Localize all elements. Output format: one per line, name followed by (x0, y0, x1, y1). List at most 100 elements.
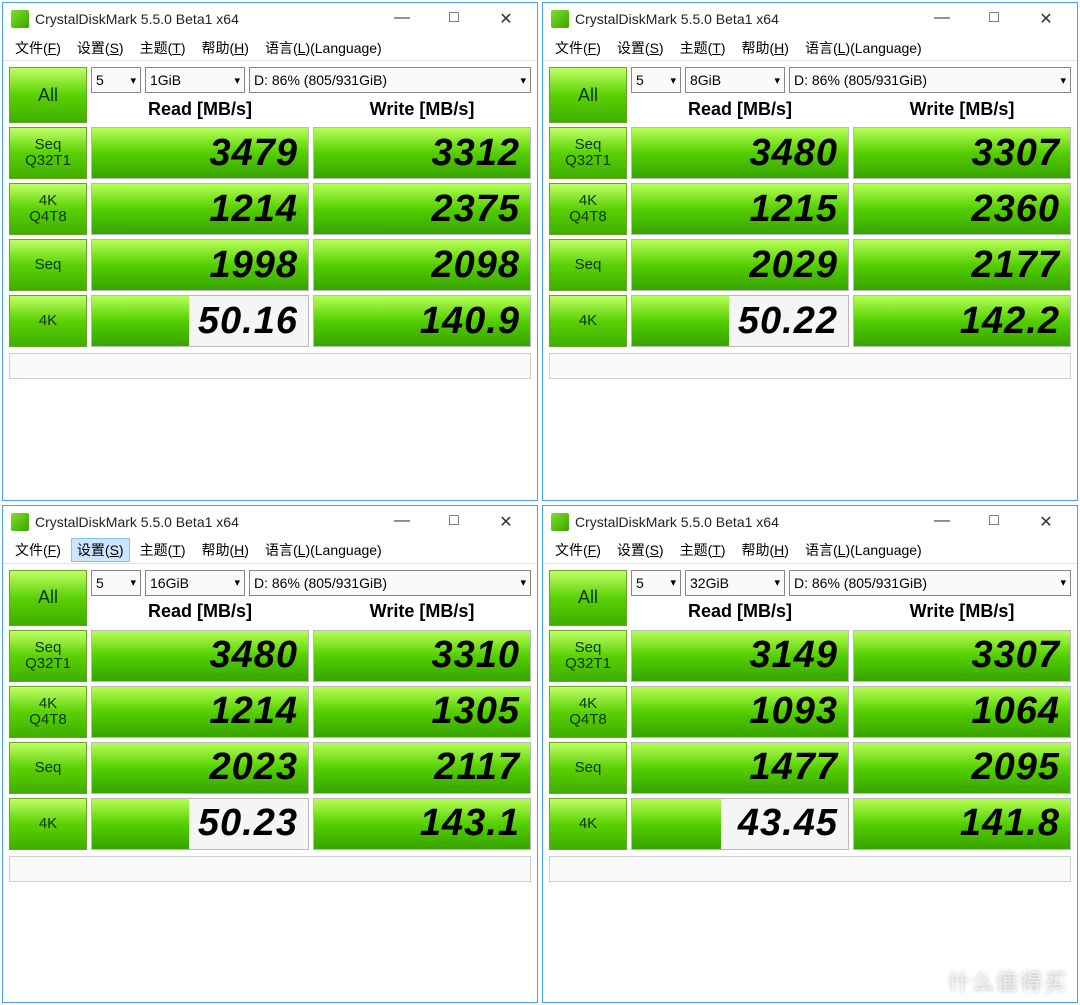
test-row: 4KQ4T812142375 (9, 183, 531, 235)
write-cell-seq_q32t1-value: 3310 (314, 631, 530, 681)
drive-select[interactable]: D: 86% (805/931GiB)▾ (789, 67, 1071, 93)
test-button-k4_q4t8[interactable]: 4KQ4T8 (549, 183, 627, 235)
all-button[interactable]: All (9, 570, 87, 626)
app-icon (551, 10, 569, 28)
drive-select[interactable]: D: 86% (805/931GiB)▾ (789, 570, 1071, 596)
test-row: Seq20292177 (549, 239, 1071, 291)
menu-file[interactable]: 文件(F) (549, 538, 607, 562)
test-row: 4KQ4T812152360 (549, 183, 1071, 235)
runs-select[interactable]: 5▾ (631, 67, 681, 93)
close-button[interactable]: ✕ (489, 512, 523, 532)
write-cell-k4_q4t8: 1305 (313, 686, 531, 738)
read-cell-seq: 1477 (631, 742, 849, 794)
read-cell-k4_q4t8-value: 1093 (632, 687, 848, 737)
write-cell-seq: 2177 (853, 239, 1071, 291)
minimize-button[interactable]: — (385, 9, 419, 29)
menu-theme[interactable]: 主题(T) (674, 538, 732, 562)
menu-file[interactable]: 文件(F) (9, 36, 67, 60)
menu-file[interactable]: 文件(F) (9, 538, 67, 562)
menu-theme[interactable]: 主题(T) (674, 36, 732, 60)
test-button-seq_q32t1[interactable]: SeqQ32T1 (549, 127, 627, 179)
menu-help[interactable]: 帮助(H) (196, 538, 255, 562)
test-button-seq[interactable]: Seq (9, 742, 87, 794)
close-button[interactable]: ✕ (1029, 9, 1063, 29)
test-button-k4_q4t8[interactable]: 4KQ4T8 (9, 183, 87, 235)
menu-file[interactable]: 文件(F) (549, 36, 607, 60)
test-button-k4_q4t8[interactable]: 4KQ4T8 (549, 686, 627, 738)
runs-select[interactable]: 5▾ (91, 570, 141, 596)
menu-settings[interactable]: 设置(S) (71, 36, 130, 60)
menu-language[interactable]: 语言(L)(Language) (799, 36, 928, 60)
menu-language[interactable]: 语言(L)(Language) (799, 538, 928, 562)
size-select[interactable]: 32GiB▾ (685, 570, 785, 596)
test-button-seq[interactable]: Seq (549, 742, 627, 794)
maximize-button[interactable]: □ (977, 512, 1011, 532)
minimize-button[interactable]: — (385, 512, 419, 532)
test-button-seq_q32t1[interactable]: SeqQ32T1 (9, 630, 87, 682)
chevron-down-icon: ▾ (130, 74, 136, 87)
read-cell-k4: 50.22 (631, 295, 849, 347)
write-cell-k4_q4t8: 2360 (853, 183, 1071, 235)
read-cell-seq-value: 2023 (92, 743, 308, 793)
test-button-k4[interactable]: 4K (549, 295, 627, 347)
drive-select[interactable]: D: 86% (805/931GiB)▾ (249, 570, 531, 596)
read-cell-seq: 2023 (91, 742, 309, 794)
chevron-down-icon: ▾ (1060, 74, 1066, 87)
chevron-down-icon: ▾ (1060, 576, 1066, 589)
write-cell-k4: 143.1 (313, 798, 531, 850)
menu-help[interactable]: 帮助(H) (736, 538, 795, 562)
write-cell-seq: 2098 (313, 239, 531, 291)
runs-select[interactable]: 5▾ (631, 570, 681, 596)
size-select[interactable]: 8GiB▾ (685, 67, 785, 93)
menu-theme[interactable]: 主题(T) (134, 538, 192, 562)
test-button-k4[interactable]: 4K (9, 295, 87, 347)
read-cell-k4-value: 50.16 (92, 296, 308, 346)
menu-language[interactable]: 语言(L)(Language) (259, 36, 388, 60)
test-button-seq[interactable]: Seq (549, 239, 627, 291)
all-button[interactable]: All (549, 67, 627, 123)
drive-select[interactable]: D: 86% (805/931GiB)▾ (249, 67, 531, 93)
menu-help[interactable]: 帮助(H) (736, 36, 795, 60)
menu-theme[interactable]: 主题(T) (134, 36, 192, 60)
size-select[interactable]: 1GiB▾ (145, 67, 245, 93)
menu-help[interactable]: 帮助(H) (196, 36, 255, 60)
maximize-button[interactable]: □ (977, 9, 1011, 29)
test-button-k4_q4t8[interactable]: 4KQ4T8 (9, 686, 87, 738)
write-cell-k4: 140.9 (313, 295, 531, 347)
read-cell-seq-value: 1477 (632, 743, 848, 793)
test-button-seq_q32t1[interactable]: SeqQ32T1 (9, 127, 87, 179)
all-button[interactable]: All (549, 570, 627, 626)
read-cell-seq_q32t1-value: 3479 (92, 128, 308, 178)
test-button-seq_q32t1[interactable]: SeqQ32T1 (549, 630, 627, 682)
write-cell-seq_q32t1: 3307 (853, 127, 1071, 179)
test-row: 4KQ4T810931064 (549, 686, 1071, 738)
write-cell-k4: 141.8 (853, 798, 1071, 850)
menubar: 文件(F)设置(S)主题(T)帮助(H)语言(L)(Language) (3, 538, 537, 564)
test-button-k4[interactable]: 4K (549, 798, 627, 850)
menu-language[interactable]: 语言(L)(Language) (259, 538, 388, 562)
close-button[interactable]: ✕ (489, 9, 523, 29)
write-header: Write [MB/s] (313, 95, 531, 123)
app-icon (11, 513, 29, 531)
test-button-seq[interactable]: Seq (9, 239, 87, 291)
all-button[interactable]: All (9, 67, 87, 123)
titlebar: CrystalDiskMark 5.5.0 Beta1 x64—□✕ (543, 506, 1077, 538)
minimize-button[interactable]: — (925, 9, 959, 29)
size-select[interactable]: 16GiB▾ (145, 570, 245, 596)
runs-select[interactable]: 5▾ (91, 67, 141, 93)
cdm-window-1: CrystalDiskMark 5.5.0 Beta1 x64—□✕文件(F)设… (542, 2, 1078, 501)
write-cell-seq-value: 2117 (314, 743, 530, 793)
menu-settings[interactable]: 设置(S) (71, 538, 130, 562)
read-cell-k4_q4t8: 1093 (631, 686, 849, 738)
close-button[interactable]: ✕ (1029, 512, 1063, 532)
maximize-button[interactable]: □ (437, 9, 471, 29)
minimize-button[interactable]: — (925, 512, 959, 532)
chevron-down-icon: ▾ (520, 576, 526, 589)
test-button-k4[interactable]: 4K (9, 798, 87, 850)
read-cell-k4_q4t8: 1215 (631, 183, 849, 235)
menu-settings[interactable]: 设置(S) (611, 538, 670, 562)
maximize-button[interactable]: □ (437, 512, 471, 532)
write-cell-seq_q32t1: 3310 (313, 630, 531, 682)
menu-settings[interactable]: 设置(S) (611, 36, 670, 60)
write-cell-k4_q4t8: 2375 (313, 183, 531, 235)
